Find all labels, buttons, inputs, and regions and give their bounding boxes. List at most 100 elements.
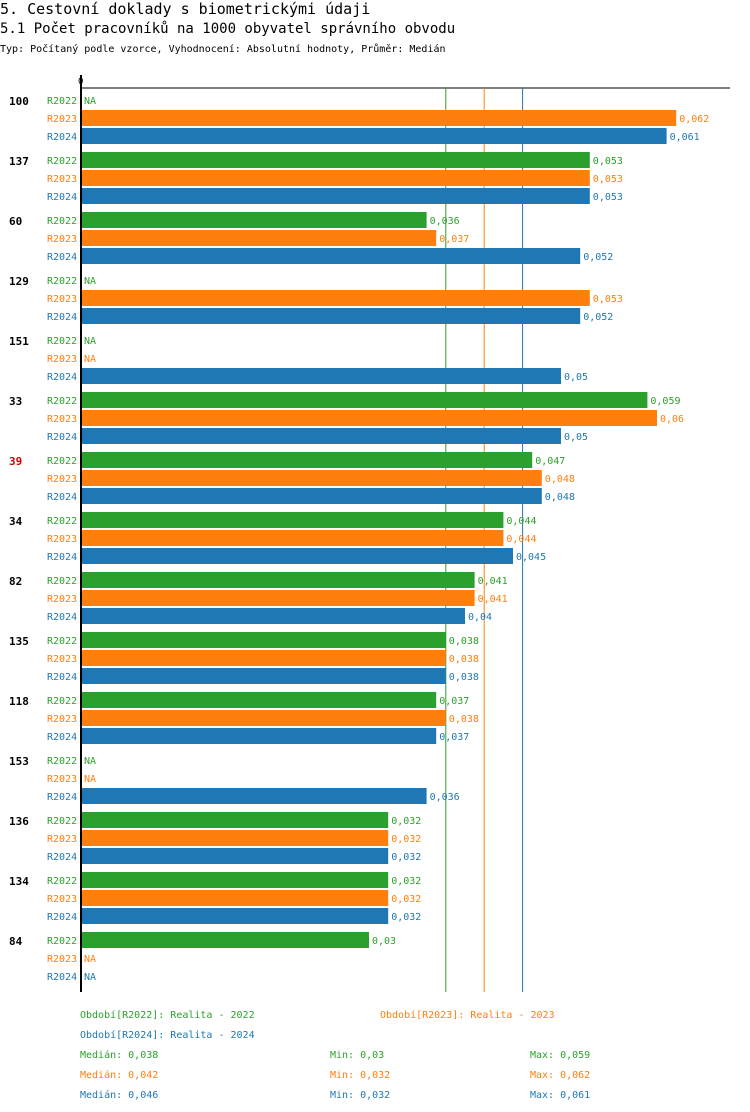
series-label: R2024 xyxy=(47,372,77,383)
bar-39-r2023 xyxy=(81,470,542,486)
data-label: 0,062 xyxy=(679,114,709,125)
series-label: R2022 xyxy=(47,876,77,887)
data-label: 0,032 xyxy=(391,876,421,887)
legend-r2023: Období[R2023]: Realita - 2023 xyxy=(380,1009,555,1021)
series-label: R2023 xyxy=(47,654,77,665)
data-label: 0,052 xyxy=(583,312,613,323)
bar-135-r2023 xyxy=(81,650,446,666)
data-label: 0,047 xyxy=(535,456,565,467)
data-label: 0,06 xyxy=(660,414,684,425)
series-label: R2023 xyxy=(47,534,77,545)
bar-151-r2024 xyxy=(81,368,561,384)
bar-100-r2024 xyxy=(81,128,667,144)
data-label: 0,053 xyxy=(593,294,623,305)
stat-min-r2024: Min: 0,032 xyxy=(330,1090,390,1101)
series-label: R2023 xyxy=(47,474,77,485)
na-label: NA xyxy=(84,336,96,347)
data-label: 0,052 xyxy=(583,252,613,263)
group-label-39: 39 xyxy=(9,455,22,468)
na-label: NA xyxy=(84,774,96,785)
group-label-153: 153 xyxy=(9,755,29,768)
data-label: 0,037 xyxy=(439,234,469,245)
group-label-134: 134 xyxy=(9,875,29,888)
series-label: R2023 xyxy=(47,414,77,425)
series-label: R2022 xyxy=(47,696,77,707)
na-label: NA xyxy=(84,276,96,287)
bar-33-r2024 xyxy=(81,428,561,444)
data-label: 0,036 xyxy=(430,216,460,227)
series-label: R2024 xyxy=(47,612,77,623)
series-label: R2023 xyxy=(47,954,77,965)
group-label-136: 136 xyxy=(9,815,29,828)
bar-137-r2022 xyxy=(81,152,590,168)
series-label: R2024 xyxy=(47,132,77,143)
bar-129-r2023 xyxy=(81,290,590,306)
data-label: 0,059 xyxy=(650,396,680,407)
series-label: R2024 xyxy=(47,852,77,863)
bar-39-r2022 xyxy=(81,452,533,468)
series-label: R2023 xyxy=(47,834,77,845)
stat-min-r2023: Min: 0,032 xyxy=(330,1070,390,1081)
series-label: R2022 xyxy=(47,396,77,407)
data-label: 0,044 xyxy=(506,534,536,545)
bar-33-r2022 xyxy=(81,392,648,408)
group-label-82: 82 xyxy=(9,575,22,588)
data-label: 0,037 xyxy=(439,696,469,707)
series-label: R2023 xyxy=(47,294,77,305)
data-label: 0,032 xyxy=(391,894,421,905)
series-label: R2023 xyxy=(47,714,77,725)
series-label: R2022 xyxy=(47,936,77,947)
series-label: R2022 xyxy=(47,156,77,167)
series-label: R2024 xyxy=(47,432,77,443)
series-label: R2023 xyxy=(47,234,77,245)
chart-subtitle: 5.1 Počet pracovníků na 1000 obyvatel sp… xyxy=(0,21,456,37)
bar-136-r2024 xyxy=(81,848,389,864)
series-label: R2024 xyxy=(47,552,77,563)
stat-median-r2022: Medián: 0,038 xyxy=(80,1049,158,1061)
legend-r2022: Období[R2022]: Realita - 2022 xyxy=(80,1009,255,1021)
bar-39-r2024 xyxy=(81,488,542,504)
bar-135-r2024 xyxy=(81,668,446,684)
series-label: R2023 xyxy=(47,894,77,905)
data-label: 0,061 xyxy=(670,132,700,143)
data-label: 0,038 xyxy=(449,672,479,683)
page-title: 5. Cestovní doklady s biometrickými údaj… xyxy=(0,0,371,18)
data-label: 0,048 xyxy=(545,474,575,485)
series-label: R2022 xyxy=(47,516,77,527)
stat-max-r2023: Max: 0,062 xyxy=(530,1070,590,1081)
stat-median-r2023: Medián: 0,042 xyxy=(80,1069,158,1081)
stat-max-r2024: Max: 0,061 xyxy=(530,1090,590,1101)
series-label: R2024 xyxy=(47,972,77,983)
series-label: R2022 xyxy=(47,636,77,647)
na-label: NA xyxy=(84,96,96,107)
bar-34-r2022 xyxy=(81,512,504,528)
series-label: R2024 xyxy=(47,792,77,803)
stat-max-r2022: Max: 0,059 xyxy=(530,1050,590,1061)
group-label-118: 118 xyxy=(9,695,29,708)
group-label-84: 84 xyxy=(9,935,23,948)
bar-82-r2023 xyxy=(81,590,475,606)
bar-82-r2022 xyxy=(81,572,475,588)
series-label: R2022 xyxy=(47,576,77,587)
data-label: 0,03 xyxy=(372,936,396,947)
data-label: 0,032 xyxy=(391,816,421,827)
series-label: R2024 xyxy=(47,732,77,743)
stat-min-r2022: Min: 0,03 xyxy=(330,1050,384,1061)
data-label: 0,041 xyxy=(478,594,508,605)
series-label: R2024 xyxy=(47,312,77,323)
group-label-137: 137 xyxy=(9,155,29,168)
bar-137-r2024 xyxy=(81,188,590,204)
bar-129-r2024 xyxy=(81,308,581,324)
bar-134-r2023 xyxy=(81,890,389,906)
stat-median-r2024: Medián: 0,046 xyxy=(80,1089,158,1101)
bar-136-r2023 xyxy=(81,830,389,846)
chart-meta: Typ: Počítaný podle vzorce, Vyhodnocení:… xyxy=(0,44,446,55)
data-label: 0,038 xyxy=(449,654,479,665)
data-label: 0,032 xyxy=(391,852,421,863)
data-label: 0,053 xyxy=(593,174,623,185)
bar-118-r2024 xyxy=(81,728,437,744)
series-label: R2023 xyxy=(47,594,77,605)
series-label: R2023 xyxy=(47,354,77,365)
bar-34-r2023 xyxy=(81,530,504,546)
